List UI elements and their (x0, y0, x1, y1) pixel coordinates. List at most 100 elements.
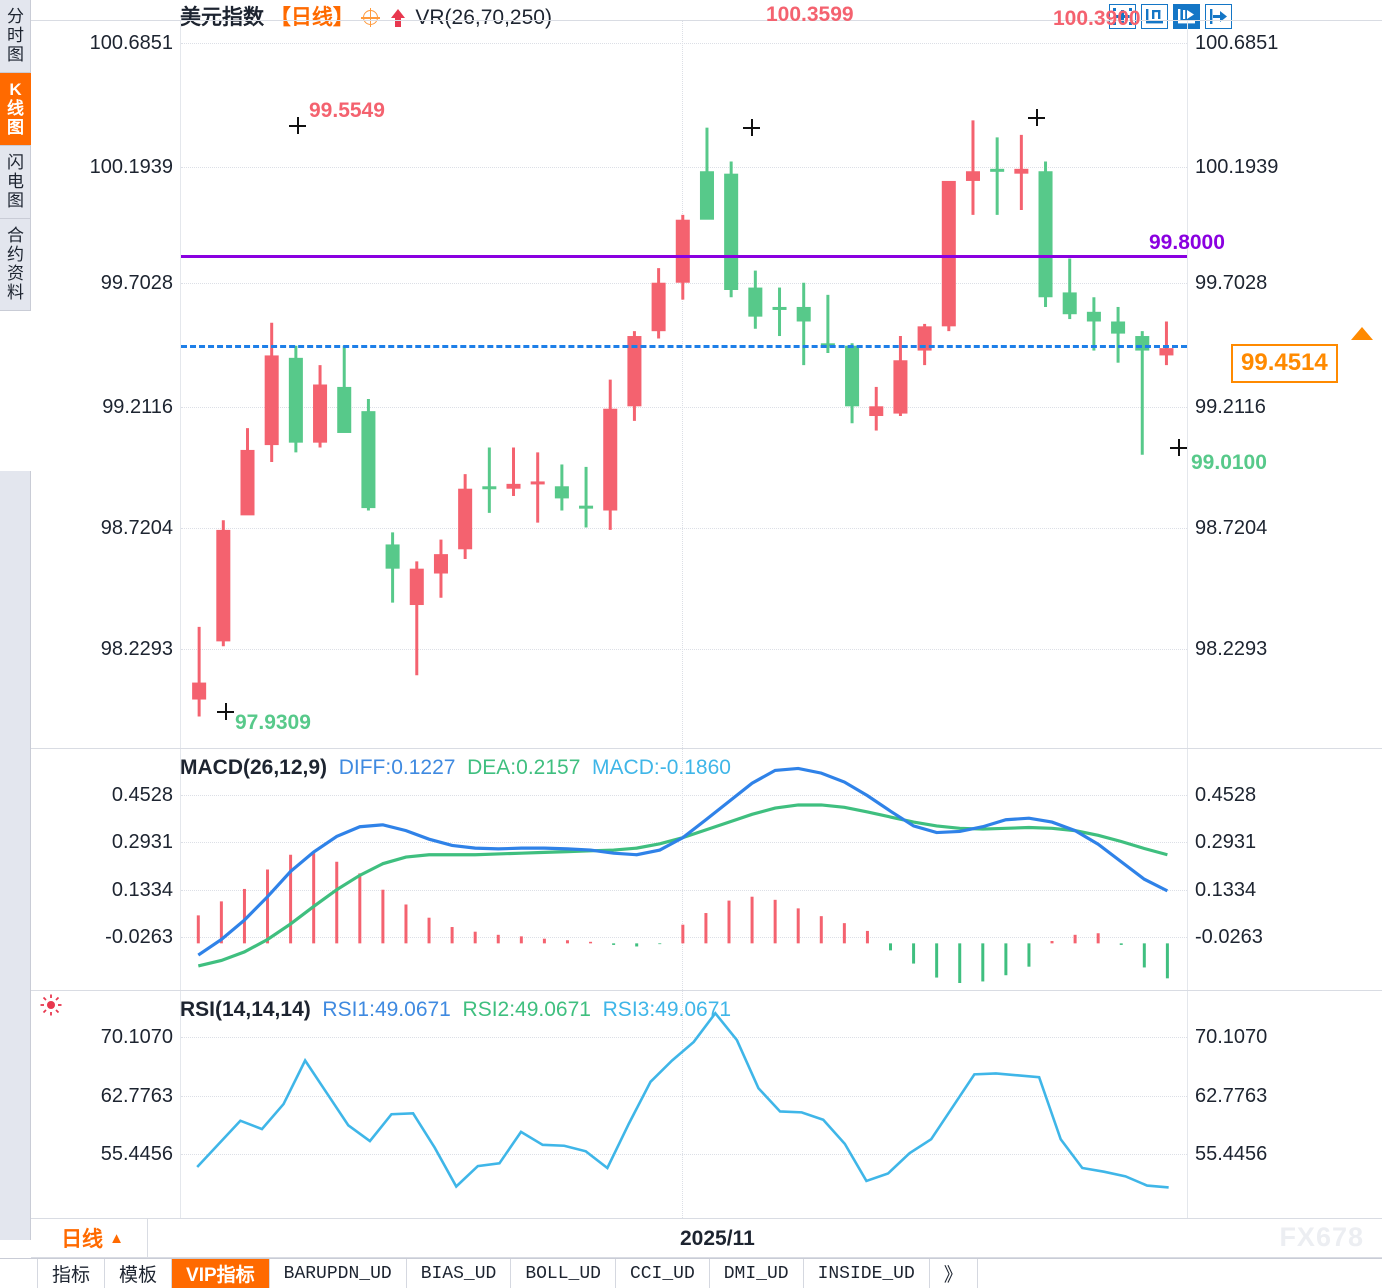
more-tabs-label: 》 (943, 1265, 963, 1286)
crosshair-marker-high-1 (289, 117, 306, 134)
crosshair-marker-high-3 (1028, 109, 1045, 126)
annotation-high-1: 99.5549 (309, 99, 385, 122)
boll-ud-tab[interactable]: BOLL_UD (511, 1259, 616, 1288)
period-selector-button[interactable]: 日线 ▲ (38, 1219, 148, 1257)
vr-indicator-label: VR(26,70,250) (415, 6, 552, 29)
price-ylabel-r0: 100.6851 (1195, 32, 1279, 54)
sidebar-label-contract: 合约资料 (7, 226, 24, 302)
reference-line-998[interactable] (181, 255, 1187, 258)
annotation-high-3: 100.3900 (1053, 7, 1141, 30)
macd-ylabel-3: -0.0263 (105, 926, 173, 948)
inside-ud-tab-label: INSIDE_UD (817, 1263, 915, 1284)
barupdn-ud-tab[interactable]: BARUPDN_UD (270, 1259, 407, 1288)
bias-ud-tab[interactable]: BIAS_UD (407, 1259, 512, 1288)
rsi-plot-area[interactable] (180, 991, 1188, 1218)
macd-ylabel-r1: 0.2931 (1195, 831, 1257, 853)
macd-ylabel-r0: 0.4528 (1195, 784, 1257, 806)
price-ylabel-r1: 100.1939 (1195, 156, 1279, 178)
macd-panel[interactable]: 0.4528 0.2931 0.1334 -0.0263 0.4528 0.29… (31, 748, 1382, 990)
macd-legend: MACD(26,12,9) DIFF:0.1227 DEA:0.2157 MAC… (180, 756, 731, 780)
template-tab[interactable]: 模板 (105, 1259, 173, 1288)
playback-tool-icon[interactable] (1173, 4, 1200, 29)
sidebar-item-contract-info[interactable]: 合约资料 (0, 219, 31, 311)
cci-ud-tab[interactable]: CCI_UD (616, 1259, 710, 1288)
macd-series (196, 766, 1169, 984)
sun-icon[interactable] (40, 994, 62, 1016)
gridline (181, 528, 1187, 529)
macd-ylabel-1: 0.2931 (111, 831, 173, 853)
sidebar-item-lightning-chart[interactable]: 闪电图 (0, 146, 31, 219)
gridline (181, 1096, 1187, 1097)
date-axis-label: 2025/11 (680, 1227, 755, 1250)
crosshair-marker-low-1 (217, 703, 234, 720)
price-ylabel-r2: 99.7028 (1195, 272, 1268, 294)
price-ylabel-r3: 99.2116 (1195, 396, 1266, 418)
price-plot-area[interactable] (180, 21, 1188, 748)
vip-indicator-tab[interactable]: VIP指标 (172, 1259, 270, 1288)
gridline (181, 167, 1187, 168)
jump-to-latest-icon[interactable] (1205, 4, 1232, 29)
period-selector-arrow-icon: ▲ (109, 1229, 124, 1247)
dmi-ud-tab[interactable]: DMI_UD (710, 1259, 804, 1288)
last-price-arrow-icon (1351, 327, 1373, 340)
annotation-high-2: 100.3599 (766, 3, 854, 26)
price-panel[interactable]: 100.6851 100.1939 99.7028 99.2116 98.720… (31, 3, 1382, 748)
crosshair-circle-icon[interactable] (360, 8, 380, 27)
rsi-series (196, 1011, 1169, 1189)
period-label: 【日线】 (269, 6, 354, 29)
gridline (181, 1154, 1187, 1155)
gridline (181, 407, 1187, 408)
move-tool-icon[interactable] (1109, 4, 1136, 29)
rsi-legend: RSI(14,14,14) RSI1:49.0671 RSI2:49.0671 … (180, 998, 731, 1022)
rsi3-value: RSI3:49.0671 (602, 998, 732, 1021)
vip-indicator-tab-label: VIP指标 (186, 1265, 255, 1286)
cci-ud-tab-label: CCI_UD (629, 1263, 695, 1284)
bottom-toolbar: 指标 模板 VIP指标 BARUPDN_UD BIAS_UD BOLL_UD C… (0, 1258, 1382, 1288)
vgridline (682, 991, 683, 1218)
rsi1-value: RSI1:49.0671 (322, 998, 451, 1021)
macd-plot-area[interactable] (180, 749, 1188, 990)
gridline (181, 43, 1187, 44)
sidebar-blank (0, 311, 31, 471)
price-ylabel-r5: 98.2293 (1195, 638, 1268, 660)
price-ylabel-3: 99.2116 (102, 396, 173, 418)
indicator-tab[interactable]: 指标 (38, 1259, 106, 1288)
toolbar-left-gap (0, 1259, 38, 1288)
crosshair-marker-high-2 (743, 119, 760, 136)
reference-line-label: 99.8000 (1149, 231, 1225, 254)
boll-ud-tab-label: BOLL_UD (525, 1263, 601, 1284)
gridline (181, 842, 1187, 843)
last-price-tag[interactable]: 99.4514 (1231, 344, 1338, 383)
last-price-line (181, 345, 1187, 348)
macd-ylabel-r3: -0.0263 (1195, 926, 1263, 948)
up-arrow-icon (390, 9, 405, 27)
macd-ylabel-2: 0.1334 (111, 879, 173, 901)
gridline (181, 890, 1187, 891)
price-ylabel-2: 99.7028 (100, 272, 173, 294)
inside-ud-tab[interactable]: INSIDE_UD (804, 1259, 930, 1288)
gridline (181, 1037, 1187, 1038)
sidebar-item-minute-chart[interactable]: 分时图 (0, 0, 31, 73)
macd-title: MACD(26,12,9) (180, 756, 328, 779)
sidebar-label-minute: 分时图 (7, 7, 24, 64)
candlestick-series (192, 120, 1174, 717)
sidebar-label-lightning: 闪电图 (7, 153, 24, 210)
price-ylabel-5: 98.2293 (100, 638, 173, 660)
rsi-ylabel-1: 62.7763 (100, 1085, 173, 1107)
barupdn-ud-tab-label: BARUPDN_UD (283, 1263, 392, 1284)
rsi-ylabel-0: 70.1070 (100, 1026, 173, 1048)
macd-dea-value: DEA:0.2157 (467, 756, 581, 779)
rsi2-value: RSI2:49.0671 (462, 998, 591, 1021)
price-ylabel-r4: 98.7204 (1195, 517, 1268, 539)
dmi-ud-tab-label: DMI_UD (723, 1263, 789, 1284)
more-tabs-button[interactable]: 》 (930, 1259, 978, 1288)
macd-ylabel-r2: 0.1334 (1195, 879, 1257, 901)
measure-tool-icon[interactable] (1141, 4, 1168, 29)
rsi-ylabel-r2: 55.4456 (1195, 1143, 1268, 1165)
rsi-panel[interactable]: 70.1070 62.7763 55.4456 70.1070 62.7763 … (31, 990, 1382, 1218)
bias-ud-tab-label: BIAS_UD (420, 1263, 497, 1284)
rsi-ylabel-2: 55.4456 (100, 1143, 173, 1165)
